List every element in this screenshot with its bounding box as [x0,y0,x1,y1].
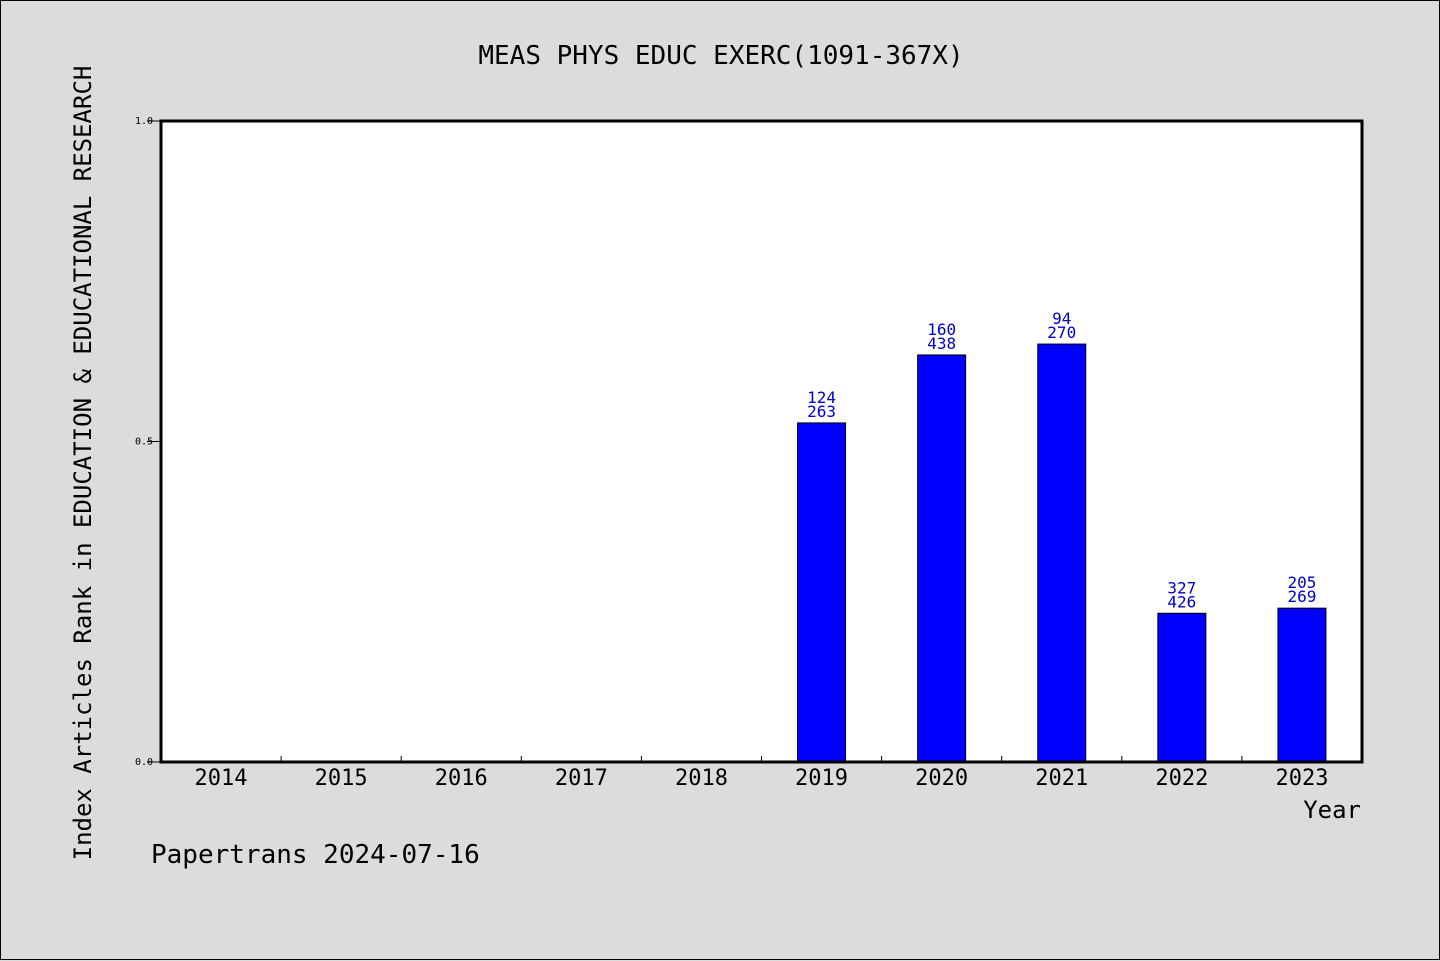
footer-credit: Papertrans 2024-07-16 [151,840,480,870]
y-axis-title: Index Articles Rank in EDUCATION & EDUCA… [69,66,97,861]
y-tick-label: 0.0 [135,757,153,768]
x-tick-label: 2015 [315,766,368,791]
x-tick-label: 2016 [435,766,488,791]
x-tick-label: 2017 [555,766,608,791]
bar-total-label: 426 [1167,592,1196,611]
x-tick-label: 2022 [1155,766,1208,791]
bar-total-label: 270 [1047,323,1076,342]
x-tick-label: 2020 [915,766,968,791]
bar-rank-label: 327 [1167,578,1196,597]
bar-rank-label: 94 [1052,309,1071,328]
bar-2023 [1277,607,1327,763]
x-tick-label: 2019 [795,766,848,791]
bar-2022 [1157,612,1207,763]
plot-border [159,119,1364,764]
x-axis-title: Year [1303,796,1361,824]
axis-layer: 0.0 0.5 1.0 2014 2015 2016 2017 2018 2019 2020 202… [135,116,1329,791]
bar-total-label: 269 [1287,587,1316,606]
y-tick-label: 1.0 [135,116,153,127]
bar-total-label: 438 [927,334,956,353]
x-tick-label: 2023 [1275,766,1328,791]
bar-2019 [797,422,847,763]
bar-2021 [1037,343,1087,763]
x-tick-label: 2021 [1035,766,1088,791]
x-tick-label: 2018 [675,766,728,791]
chart-title: MEAS PHYS EDUC EXERC(1091-367X) [478,41,963,71]
bar-2020 [917,354,967,763]
bar-rank-label: 160 [927,320,956,339]
bar-rank-label: 124 [807,388,836,407]
bar-rank-label: 205 [1287,573,1316,592]
bar-total-label: 263 [807,402,836,421]
x-tick-label: 2014 [195,766,248,791]
y-tick-label: 0.5 [135,437,153,448]
